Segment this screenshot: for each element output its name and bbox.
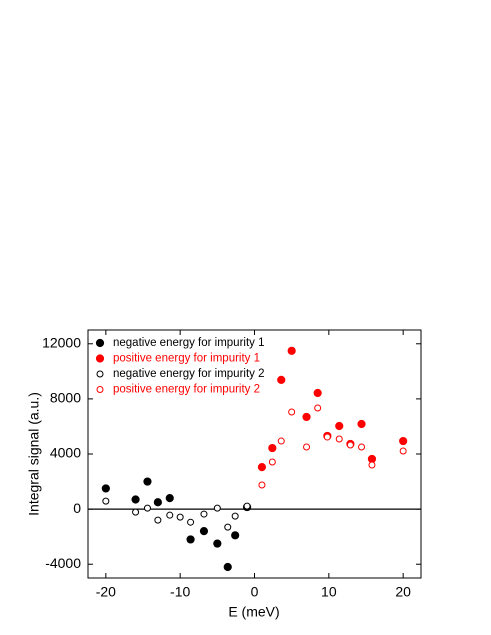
legend-label: positive energy for impurity 2 — [113, 384, 260, 396]
point — [314, 404, 322, 412]
y-axis-label: Integral signal (a.u.) — [26, 392, 42, 516]
point — [132, 508, 140, 516]
point — [199, 527, 209, 536]
point — [200, 510, 208, 518]
y-tick-label: 8000 — [50, 390, 81, 406]
legend-label: positive energy for impurity 1 — [113, 353, 260, 365]
y-tick-label: 0 — [73, 500, 81, 516]
point — [399, 436, 408, 446]
point — [358, 443, 366, 451]
x-tick-label: 0 — [251, 584, 259, 600]
point — [243, 502, 251, 510]
point — [357, 419, 366, 429]
point — [154, 516, 162, 524]
point — [143, 504, 151, 512]
point — [323, 433, 331, 441]
point — [101, 484, 110, 493]
x-tick-label: -10 — [170, 584, 190, 600]
point — [268, 443, 277, 453]
y-tick-label: -4000 — [45, 555, 81, 571]
y-tick-label: 4000 — [50, 445, 81, 461]
point — [131, 495, 140, 504]
point — [102, 497, 110, 505]
legend-label: negative energy for impurity 2 — [113, 368, 265, 380]
legend-marker — [96, 370, 104, 378]
x-axis-label: E (meV) — [228, 604, 279, 620]
point — [213, 504, 221, 512]
point — [231, 531, 240, 540]
point — [166, 511, 174, 519]
point — [223, 562, 232, 572]
point — [346, 441, 354, 449]
point — [224, 523, 232, 531]
point — [302, 412, 311, 422]
point — [213, 539, 222, 548]
x-tick-label: -20 — [96, 584, 116, 600]
point — [313, 388, 322, 398]
point — [231, 512, 239, 520]
point — [368, 461, 376, 469]
legend-label: negative energy for impurity 1 — [113, 337, 265, 349]
x-tick-label: 20 — [395, 584, 411, 600]
legend-marker — [96, 386, 104, 393]
point — [268, 458, 276, 466]
point — [277, 437, 285, 445]
point — [277, 375, 286, 384]
legend-marker — [95, 338, 105, 348]
point — [303, 443, 311, 451]
x-tick-label: 10 — [321, 584, 337, 600]
point — [143, 477, 152, 486]
point — [288, 408, 296, 416]
legend-marker — [95, 354, 105, 363]
point — [335, 435, 343, 443]
point — [187, 518, 195, 526]
point — [287, 346, 296, 355]
point — [399, 447, 407, 455]
point — [165, 493, 174, 503]
point — [153, 498, 162, 507]
point — [176, 513, 184, 521]
point — [367, 454, 377, 464]
point — [258, 481, 266, 489]
y-tick-label: 12000 — [42, 334, 81, 350]
point — [335, 421, 344, 431]
point — [257, 462, 267, 472]
point — [186, 535, 195, 544]
